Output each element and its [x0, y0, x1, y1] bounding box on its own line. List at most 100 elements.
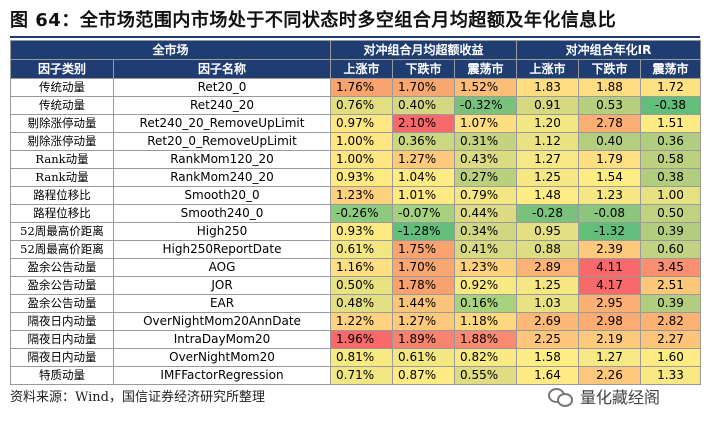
excess-cell: 1.00%: [330, 132, 394, 151]
ir-cell: 1.72: [640, 78, 702, 97]
ir-cell: 0.60: [640, 240, 702, 259]
table-row: 传统动量 Ret20_0 1.76% 1.70% 1.52% 1.83 1.88 1.72: [10, 78, 702, 97]
excess-down-header: 下跌市: [392, 59, 456, 79]
excess-cell: 0.71%: [330, 366, 394, 385]
excess-cell: 1.23%: [454, 258, 518, 277]
excess-cell: 1.70%: [392, 78, 456, 97]
ir-cell: 1.27: [578, 348, 642, 367]
ir-cell: 1.51: [640, 114, 702, 133]
excess-cell: 1.16%: [330, 258, 394, 277]
excess-cell: 0.41%: [454, 240, 518, 259]
factor-category: 传统动量: [10, 96, 114, 115]
table-row: 盈余公告动量 EAR 0.48% 1.44% 0.16% 1.03 2.95 0.39: [10, 294, 702, 313]
figure-title: 图 64：全市场范围内市场处于不同状态时多空组合月均超额及年化信息比: [10, 6, 700, 38]
excess-cell: 0.61%: [392, 348, 456, 367]
ir-group-header: 对冲组合年化IR: [516, 40, 702, 60]
ir-cell: -1.32: [578, 222, 642, 241]
excess-cell: 1.27%: [392, 312, 456, 331]
ir-down-header: 下跌市: [578, 59, 642, 79]
table-row: 剔除涨停动量 Ret240_20_RemoveUpLimit 0.97% 2.10% 1…: [10, 114, 702, 133]
excess-cell: 0.87%: [392, 366, 456, 385]
ir-cell: 2.82: [640, 312, 702, 331]
excess-cell: 1.78%: [392, 276, 456, 295]
ir-cell: 1.79: [578, 150, 642, 169]
ir-cell: 0.36: [640, 132, 702, 151]
ir-cell: 2.27: [640, 330, 702, 349]
excess-cell: 1.01%: [392, 186, 456, 205]
table-row: 盈余公告动量 AOG 1.16% 1.70% 1.23% 2.89 4.11 3.45: [10, 258, 702, 277]
factor-category: 隔夜日内动量: [10, 312, 114, 331]
excess-cell: 0.81%: [330, 348, 394, 367]
factor-name: Smooth20_0: [112, 186, 332, 205]
excess-cell: 1.52%: [454, 78, 518, 97]
factor-name: RankMom120_20: [112, 150, 332, 169]
ir-cell: 0.39: [640, 222, 702, 241]
excess-cell: -1.28%: [392, 222, 456, 241]
factor-category: 特质动量: [10, 366, 114, 385]
excess-cell: 1.96%: [330, 330, 394, 349]
excess-cell: 0.27%: [454, 168, 518, 187]
factor-name: High250ReportDate: [112, 240, 332, 259]
ir-cell: 1.48: [516, 186, 580, 205]
ir-cell: 0.39: [640, 294, 702, 313]
ir-cell: 0.38: [640, 168, 702, 187]
factor-name: High250: [112, 222, 332, 241]
excess-cell: 0.34%: [454, 222, 518, 241]
excess-cell: 0.36%: [392, 132, 456, 151]
ir-cell: 1.64: [516, 366, 580, 385]
factor-name: IMFFactorRegression: [112, 366, 332, 385]
factor-category: Rank动量: [10, 168, 114, 187]
header-row-1: 全市场 对冲组合月均超额收益 对冲组合年化IR: [9, 40, 702, 60]
ir-cell: 1.23: [578, 186, 642, 205]
factor-name: IntraDayMom20: [112, 330, 332, 349]
ir-cell: 4.11: [578, 258, 642, 277]
excess-cell: 1.00%: [330, 150, 394, 169]
ir-cell: 0.50: [640, 204, 702, 223]
ir-cell: 0.91: [516, 96, 580, 115]
table-row: 特质动量 IMFFactorRegression 0.71% 0.87% 0.55% 1.…: [10, 366, 702, 385]
table-row: 盈余公告动量 JOR 0.50% 1.78% 0.92% 1.25 4.17 2.51: [10, 276, 702, 295]
ir-cell: 1.83: [516, 78, 580, 97]
excess-cell: 0.93%: [330, 222, 394, 241]
ir-up-header: 上涨市: [516, 59, 580, 79]
ir-cell: 3.45: [640, 258, 702, 277]
ir-cell: 2.51: [640, 276, 702, 295]
excess-cell: 1.27%: [392, 150, 456, 169]
table-row: 隔夜日内动量 OverNightMom20AnnDate 1.22% 1.27% 1.1…: [10, 312, 702, 331]
ir-cell: 1.27: [516, 150, 580, 169]
factor-name: Ret20_0_RemoveUpLimit: [112, 132, 332, 151]
source-note: 资料来源：Wind，国信证券经济研究所整理: [10, 390, 265, 405]
excess-cell: 1.88%: [454, 330, 518, 349]
header-row-2: 因子类别 因子名称 上涨市 下跌市 震荡市 上涨市 下跌市 震荡市: [10, 59, 702, 79]
table-row: 路程位移比 Smooth20_0 1.23% 1.01% 0.79% 1.48 1.23 1.…: [10, 186, 702, 205]
excess-cell: 0.55%: [454, 366, 518, 385]
excess-up-header: 上涨市: [330, 59, 394, 79]
ir-cell: 2.25: [516, 330, 580, 349]
excess-cell: 1.75%: [392, 240, 456, 259]
ir-cell: 1.00: [640, 186, 702, 205]
ir-cell: 1.12: [516, 132, 580, 151]
ir-cell: 1.25: [516, 168, 580, 187]
table-row: 剔除涨停动量 Ret20_0_RemoveUpLimit 1.00% 0.36% 0.3…: [10, 132, 702, 151]
factor-name: JOR: [112, 276, 332, 295]
ir-cell: 2.89: [516, 258, 580, 277]
excess-cell: 1.44%: [392, 294, 456, 313]
excess-cell: 0.93%: [330, 168, 394, 187]
factor-category: 路程位移比: [10, 204, 114, 223]
excess-cell: 0.31%: [454, 132, 518, 151]
wechat-icon: [548, 386, 574, 407]
excess-cell: 1.70%: [392, 258, 456, 277]
factor-name: Ret240_20_RemoveUpLimit: [112, 114, 332, 133]
factor-name: Ret240_20: [112, 96, 332, 115]
excess-cell: 0.79%: [454, 186, 518, 205]
ir-cell: 2.95: [578, 294, 642, 313]
factor-category: 盈余公告动量: [10, 294, 114, 313]
excess-cell: 0.76%: [330, 96, 394, 115]
excess-group-header: 对冲组合月均超额收益: [330, 40, 518, 60]
table-row: 52周最高价距离 High250ReportDate 0.61% 1.75% 0.41%…: [10, 240, 702, 259]
col-name-header: 因子名称: [112, 59, 332, 79]
ir-cell: 2.19: [578, 330, 642, 349]
excess-cell: 1.89%: [392, 330, 456, 349]
excess-cell: 0.40%: [392, 96, 456, 115]
factor-category: 剔除涨停动量: [10, 114, 114, 133]
